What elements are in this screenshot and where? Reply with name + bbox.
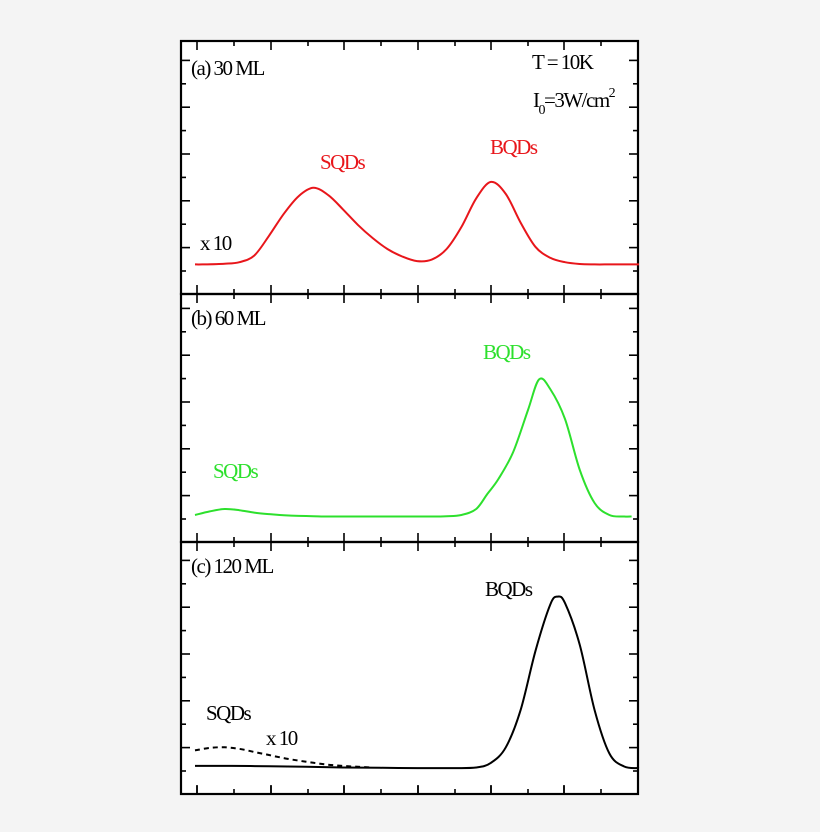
panel-b-sqds-label: SQDs (213, 459, 259, 483)
panel-c-label: (c) 120 ML (191, 554, 273, 578)
curve-panel-c-x10 (194, 746, 373, 769)
axis-ticks (181, 41, 638, 794)
panel-a-bqds-label: BQDs (490, 135, 538, 159)
panel-c-sqds-label: SQDs (206, 701, 252, 725)
panel-c-scale-note: x 10 (266, 726, 298, 750)
panel-a-scale-note: x 10 (200, 231, 232, 255)
intensity-label: I0=3W/cm2 (533, 86, 616, 118)
panel-b-label: (b) 60 ML (191, 306, 266, 330)
panel-c-bqds-label: BQDs (485, 577, 533, 601)
curve-panel-a (194, 180, 639, 266)
curve-panel-b (194, 377, 632, 518)
panel-b-bqds-label: BQDs (483, 340, 531, 364)
temperature-label: T = 10K (532, 50, 594, 74)
curve-panel-c (194, 595, 640, 770)
panel-a-label: (a) 30 ML (191, 56, 264, 80)
panel-c-frame (179, 540, 640, 796)
panel-a-sqds-label: SQDs (320, 150, 366, 174)
